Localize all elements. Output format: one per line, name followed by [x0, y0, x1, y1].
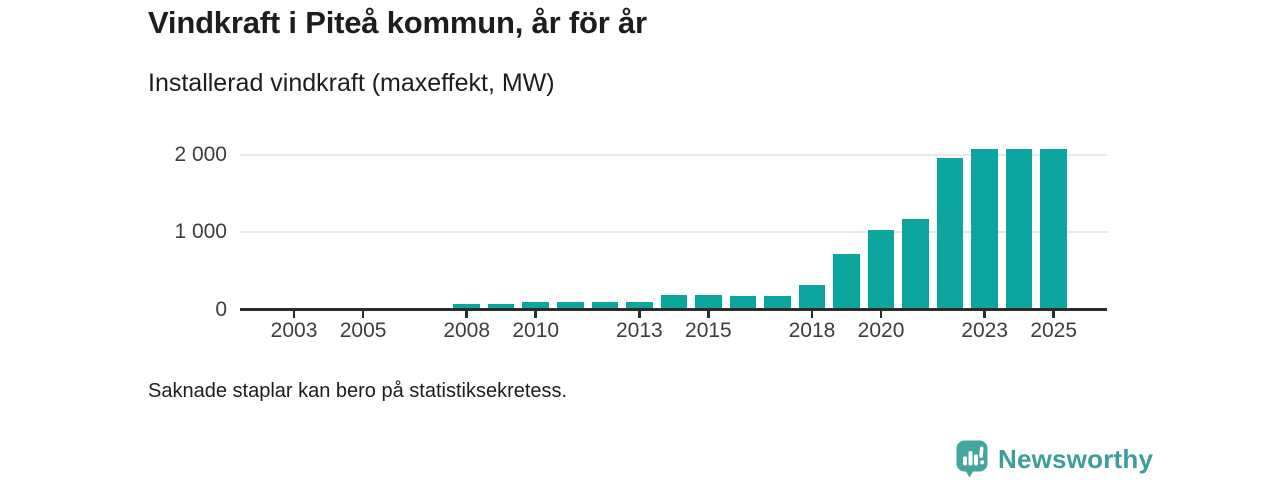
y-gridline [240, 231, 1107, 233]
bar-2017 [764, 295, 791, 311]
x-axis-tick-label: 2025 [1030, 319, 1078, 342]
bar-2008 [453, 303, 480, 311]
x-axis-tick [465, 311, 468, 318]
chart-footnote: Saknade staplar kan bero på statistiksek… [148, 380, 568, 402]
x-axis-tick-label: 2023 [961, 319, 1008, 342]
bar-2013 [626, 301, 653, 311]
newsworthy-branding: Newsworthy [956, 440, 1154, 478]
x-axis-tick-label: 2003 [270, 319, 318, 342]
bar-2015 [695, 294, 722, 311]
bar-2023 [971, 148, 998, 311]
bar-2025 [1040, 148, 1067, 311]
bar-2022 [936, 157, 964, 311]
bar-2021 [902, 218, 929, 311]
x-axis-tick [983, 311, 986, 318]
bar-2010 [522, 301, 549, 311]
bar-2016 [729, 295, 757, 311]
y-gridline [240, 153, 1107, 156]
newsworthy-logo-icon [956, 440, 988, 478]
x-axis-tick [810, 311, 814, 318]
x-axis-tick-label: 2018 [788, 319, 836, 342]
bar-2014 [660, 294, 688, 311]
x-axis-tick [1052, 311, 1055, 318]
bar-2018 [798, 284, 826, 311]
y-axis-tick-label: 0 [215, 297, 227, 321]
x-axis-tick-label: 2013 [615, 319, 663, 342]
y-axis-tick-label: 2 000 [174, 142, 227, 166]
x-axis-tick-label: 2010 [512, 319, 560, 342]
bar-2024 [1005, 148, 1033, 311]
x-axis-tick [879, 311, 883, 318]
x-axis-tick [638, 311, 641, 318]
bar-2011 [557, 301, 584, 311]
x-axis-tick [292, 311, 296, 318]
x-axis-tick [534, 311, 537, 318]
bar-2019 [833, 253, 860, 311]
x-axis-tick-label: 2008 [443, 319, 491, 342]
x-axis-tick-label: 2015 [685, 319, 732, 342]
bar-2009 [487, 303, 515, 311]
chart-title: Vindkraft i Piteå kommun, år för år [148, 5, 647, 40]
x-axis-line [240, 308, 1107, 311]
x-axis-tick [361, 311, 365, 318]
y-axis-tick-label: 1 000 [174, 220, 227, 243]
newsworthy-logo-text: Newsworthy [998, 443, 1154, 474]
x-axis-tick-label: 2005 [339, 319, 387, 342]
bar-2020 [867, 230, 895, 311]
chart-subtitle: Installerad vindkraft (maxeffekt, MW) [148, 69, 555, 97]
x-axis-tick-label: 2020 [857, 319, 905, 342]
bar-2012 [591, 301, 619, 311]
x-axis-tick [707, 311, 710, 318]
